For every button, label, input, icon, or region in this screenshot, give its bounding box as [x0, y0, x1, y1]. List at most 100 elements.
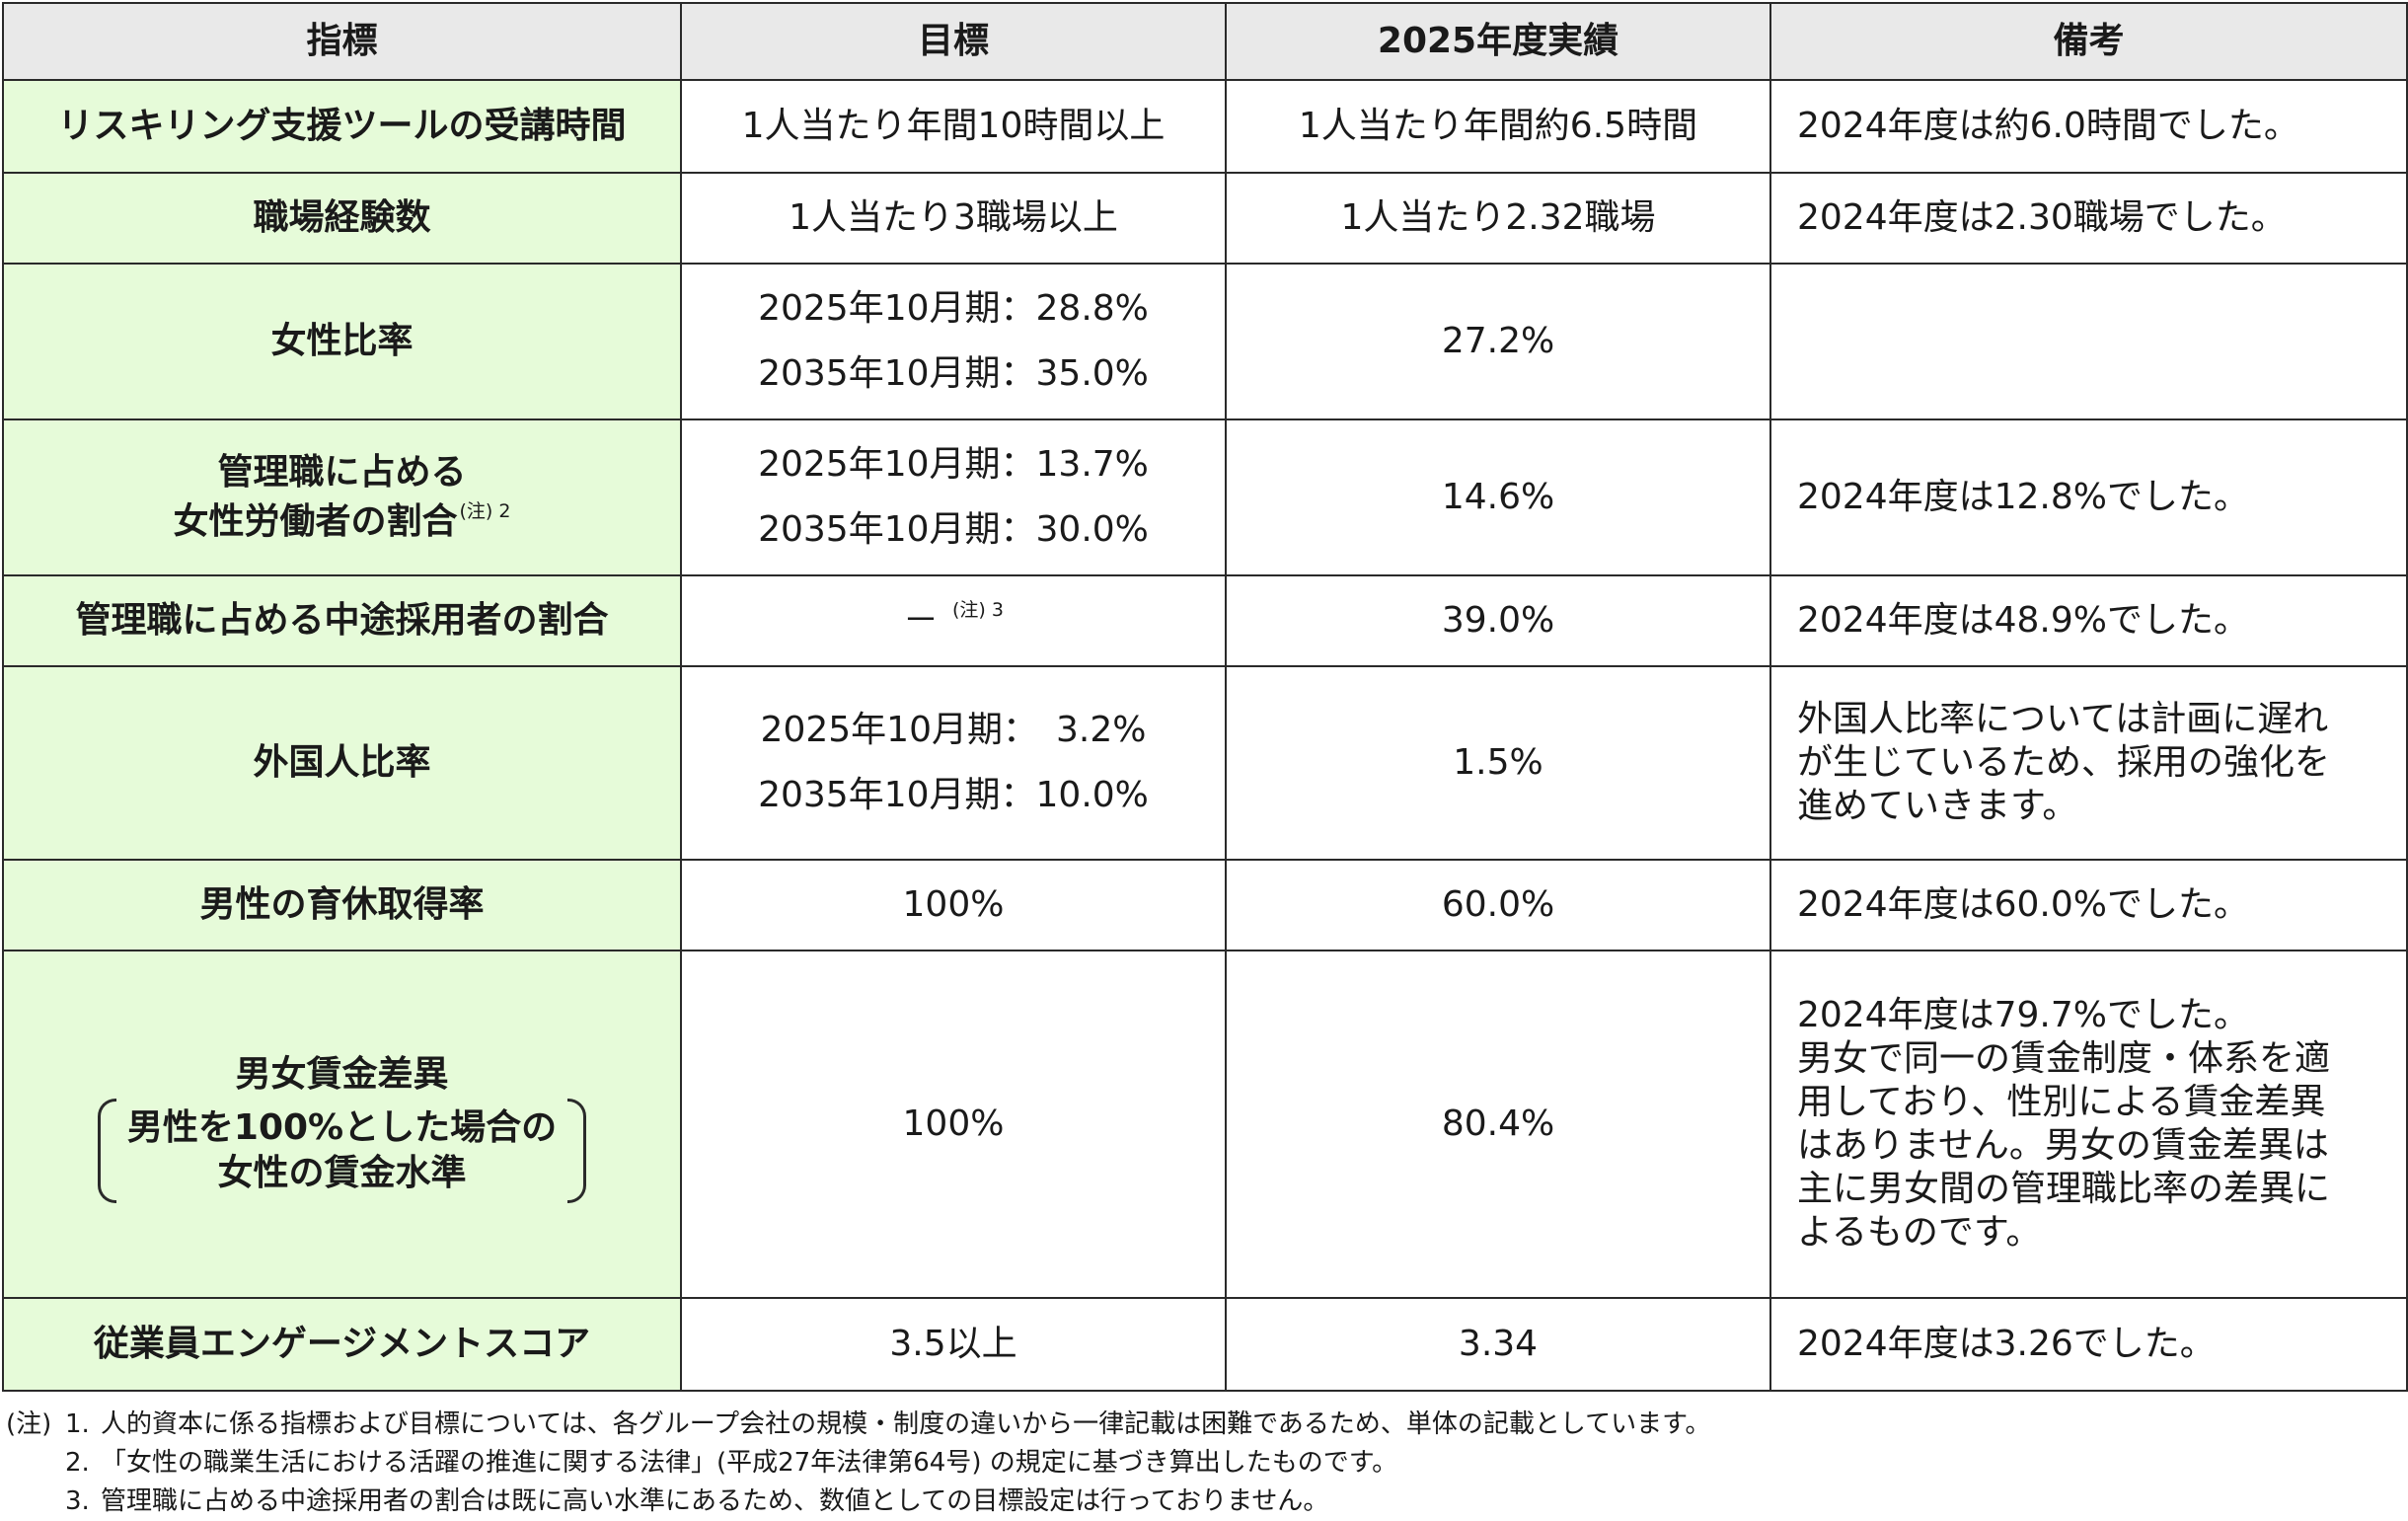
- remarks-cell: 2024年度は79.7%でした。 男女で同一の賃金制度・体系を適 用しており、性…: [1769, 950, 2408, 1299]
- remarks-cell: 2024年度は48.9%でした。: [1769, 574, 2408, 667]
- table-row: 男性の育休取得率 100% 60.0% 2024年度は60.0%でした。: [2, 859, 2408, 951]
- header-target: 目標: [680, 2, 1227, 81]
- footnote-text: 「女性の職業生活における活躍の推進に関する法律」(平成27年法律第64号) の規…: [101, 1448, 1398, 1478]
- indicator-text: 女性比率: [270, 321, 414, 362]
- footnote-indent: [0, 1444, 65, 1483]
- remarks-cell: [1769, 263, 2408, 420]
- table-row: 従業員エンゲージメントスコア 3.5以上 3.34 2024年度は3.26でした…: [2, 1297, 2408, 1392]
- remarks-text: 2024年度は79.7%でした。: [1797, 995, 2249, 1036]
- actual-cell: 3.34: [1225, 1297, 1771, 1392]
- footnotes: (注) 1. 人的資本に係る指標および目標については、各グループ会社の規模・制度…: [0, 1406, 2408, 1521]
- table-row: 職場経験数 1人当たり3職場以上 1人当たり2.32職場 2024年度は2.30…: [2, 172, 2408, 265]
- target-text: 2035年10月期：35.0%: [758, 353, 1149, 394]
- actual-cell: 60.0%: [1225, 859, 1771, 951]
- target-cell: － (注) 3: [680, 574, 1227, 667]
- actual-cell: 1人当たり2.32職場: [1225, 172, 1771, 265]
- indicator-paren-text: 女性の賃金水準: [217, 1152, 467, 1193]
- remarks-cell: 2024年度は3.26でした。: [1769, 1297, 2408, 1392]
- target-text: 1人当たり3職場以上: [789, 197, 1118, 239]
- indicator-cell: 職場経験数: [2, 172, 682, 265]
- footnote-item: 2. 「女性の職業生活における活躍の推進に関する法律」(平成27年法律第64号)…: [0, 1444, 2408, 1483]
- footnote-number: 1.: [65, 1409, 90, 1439]
- kpi-table: 指標 目標 2025年度実績 備考 リスキリング支援ツールの受講時間 1人当たり…: [2, 2, 2408, 1392]
- remarks-text: 2024年度は60.0%でした。: [1797, 884, 2249, 926]
- remarks-cell: 2024年度は60.0%でした。: [1769, 859, 2408, 951]
- footnote-item: 3. 管理職に占める中途採用者の割合は既に高い水準にあるため、数値としての目標設…: [0, 1483, 2408, 1521]
- footnote-ref: (注) 2: [459, 500, 511, 522]
- target-cell: 1人当たり3職場以上: [680, 172, 1227, 265]
- target-text: 2025年10月期：28.8%: [758, 288, 1149, 330]
- remarks-text: 進めていきます。: [1797, 785, 2078, 826]
- indicator-text: 男女賃金差異: [235, 1054, 449, 1096]
- indicator-text: 女性労働者の割合 (注) 2: [14, 500, 670, 544]
- indicator-cell: 男女賃金差異 男性を100%とした場合の 女性の賃金水準: [2, 950, 682, 1299]
- remarks-text: 2024年度は12.8%でした。: [1797, 477, 2249, 518]
- target-text: －: [903, 600, 940, 642]
- indicator-cell: 管理職に占める 女性労働者の割合 (注) 2: [2, 418, 682, 576]
- right-parenthesis-icon: [567, 1099, 587, 1203]
- remarks-text: 男女で同一の賃金制度・体系を適: [1797, 1038, 2331, 1080]
- remarks-cell: 外国人比率については計画に遅れ が生じているため、採用の強化を 進めていきます。: [1769, 665, 2408, 861]
- target-cell: 2025年10月期： 3.2% 2035年10月期：10.0%: [680, 665, 1227, 861]
- header-remarks: 備考: [1769, 2, 2408, 81]
- actual-cell: 1人当たり年間約6.5時間: [1225, 79, 1771, 174]
- target-text: 3.5以上: [889, 1324, 1017, 1365]
- remarks-text: が生じているため、採用の強化を: [1797, 742, 2331, 784]
- header-actual: 2025年度実績: [1225, 2, 1771, 81]
- table-row: 管理職に占める中途採用者の割合 － (注) 3 39.0% 2024年度は48.9…: [2, 574, 2408, 667]
- actual-cell: 1.5%: [1225, 665, 1771, 861]
- target-text: 1人当たり年間10時間以上: [741, 106, 1166, 147]
- remarks-text: 2024年度は2.30職場でした。: [1797, 197, 2287, 239]
- table-row: リスキリング支援ツールの受講時間 1人当たり年間10時間以上 1人当たり年間約6…: [2, 79, 2408, 174]
- indicator-paren-text: 男性を100%とした場合の: [126, 1107, 558, 1149]
- actual-cell: 27.2%: [1225, 263, 1771, 420]
- remarks-text: 主に男女間の管理職比率の差異に: [1797, 1168, 2331, 1209]
- table-row: 外国人比率 2025年10月期： 3.2% 2035年10月期：10.0% 1.…: [2, 665, 2408, 861]
- target-text: 2025年10月期： 3.2%: [760, 710, 1147, 751]
- target-text: 100%: [902, 884, 1005, 926]
- actual-cell: 39.0%: [1225, 574, 1771, 667]
- remarks-text: よるものです。: [1797, 1211, 2042, 1253]
- indicator-text: 男性の育休取得率: [199, 884, 485, 926]
- remarks-text: はありません。男女の賃金差異は: [1797, 1125, 2329, 1166]
- footnote-number: 2.: [65, 1448, 90, 1478]
- header-indicator: 指標: [2, 2, 682, 81]
- indicator-cell: 男性の育休取得率: [2, 859, 682, 951]
- footnote-text: 管理職に占める中途採用者の割合は既に高い水準にあるため、数値としての目標設定は行…: [101, 1486, 1329, 1516]
- footnote-item: (注) 1. 人的資本に係る指標および目標については、各グループ会社の規模・制度…: [0, 1406, 2408, 1444]
- remarks-text: 2024年度は約6.0時間でした。: [1797, 106, 2299, 147]
- target-cell: 100%: [680, 950, 1227, 1299]
- target-text: 2025年10月期：13.7%: [758, 444, 1149, 486]
- indicator-text: 職場経験数: [253, 197, 431, 239]
- target-cell: 2025年10月期：28.8% 2035年10月期：35.0%: [680, 263, 1227, 420]
- remarks-text: 2024年度は3.26でした。: [1797, 1324, 2216, 1365]
- left-parenthesis-icon: [97, 1099, 116, 1203]
- indicator-text-part: 女性労働者の割合: [173, 501, 458, 542]
- table-header-row: 指標 目標 2025年度実績 備考: [2, 2, 2408, 81]
- footnote-indent: [0, 1483, 65, 1521]
- table-row: 男女賃金差異 男性を100%とした場合の 女性の賃金水準 100% 80.4% …: [2, 950, 2408, 1299]
- target-cell: 1人当たり年間10時間以上: [680, 79, 1227, 174]
- remarks-text: 用しており、性別による賃金差異: [1797, 1082, 2326, 1123]
- actual-cell: 14.6%: [1225, 418, 1771, 576]
- indicator-parenthetical: 男性を100%とした場合の 女性の賃金水準: [97, 1099, 587, 1203]
- remarks-cell: 2024年度は2.30職場でした。: [1769, 172, 2408, 265]
- target-cell: 2025年10月期：13.7% 2035年10月期：30.0%: [680, 418, 1227, 576]
- indicator-cell: 外国人比率: [2, 665, 682, 861]
- footnote-number: 3.: [65, 1486, 90, 1516]
- target-cell: 100%: [680, 859, 1227, 951]
- indicator-text: 管理職に占める中途採用者の割合: [75, 600, 609, 642]
- indicator-text: リスキリング支援ツールの受講時間: [57, 106, 627, 147]
- actual-cell: 80.4%: [1225, 950, 1771, 1299]
- target-cell: 3.5以上: [680, 1297, 1227, 1392]
- indicator-text: 外国人比率: [253, 742, 431, 784]
- indicator-text: 従業員エンゲージメントスコア: [93, 1324, 591, 1365]
- target-text: 100%: [902, 1103, 1005, 1145]
- remarks-text: 2024年度は48.9%でした。: [1797, 600, 2249, 642]
- remarks-cell: 2024年度は12.8%でした。: [1769, 418, 2408, 576]
- remarks-text: 外国人比率については計画に遅れ: [1797, 699, 2329, 740]
- target-text: 2035年10月期：10.0%: [758, 775, 1149, 815]
- indicator-cell: 管理職に占める中途採用者の割合: [2, 574, 682, 667]
- target-text: 2035年10月期：30.0%: [758, 509, 1149, 550]
- remarks-cell: 2024年度は約6.0時間でした。: [1769, 79, 2408, 174]
